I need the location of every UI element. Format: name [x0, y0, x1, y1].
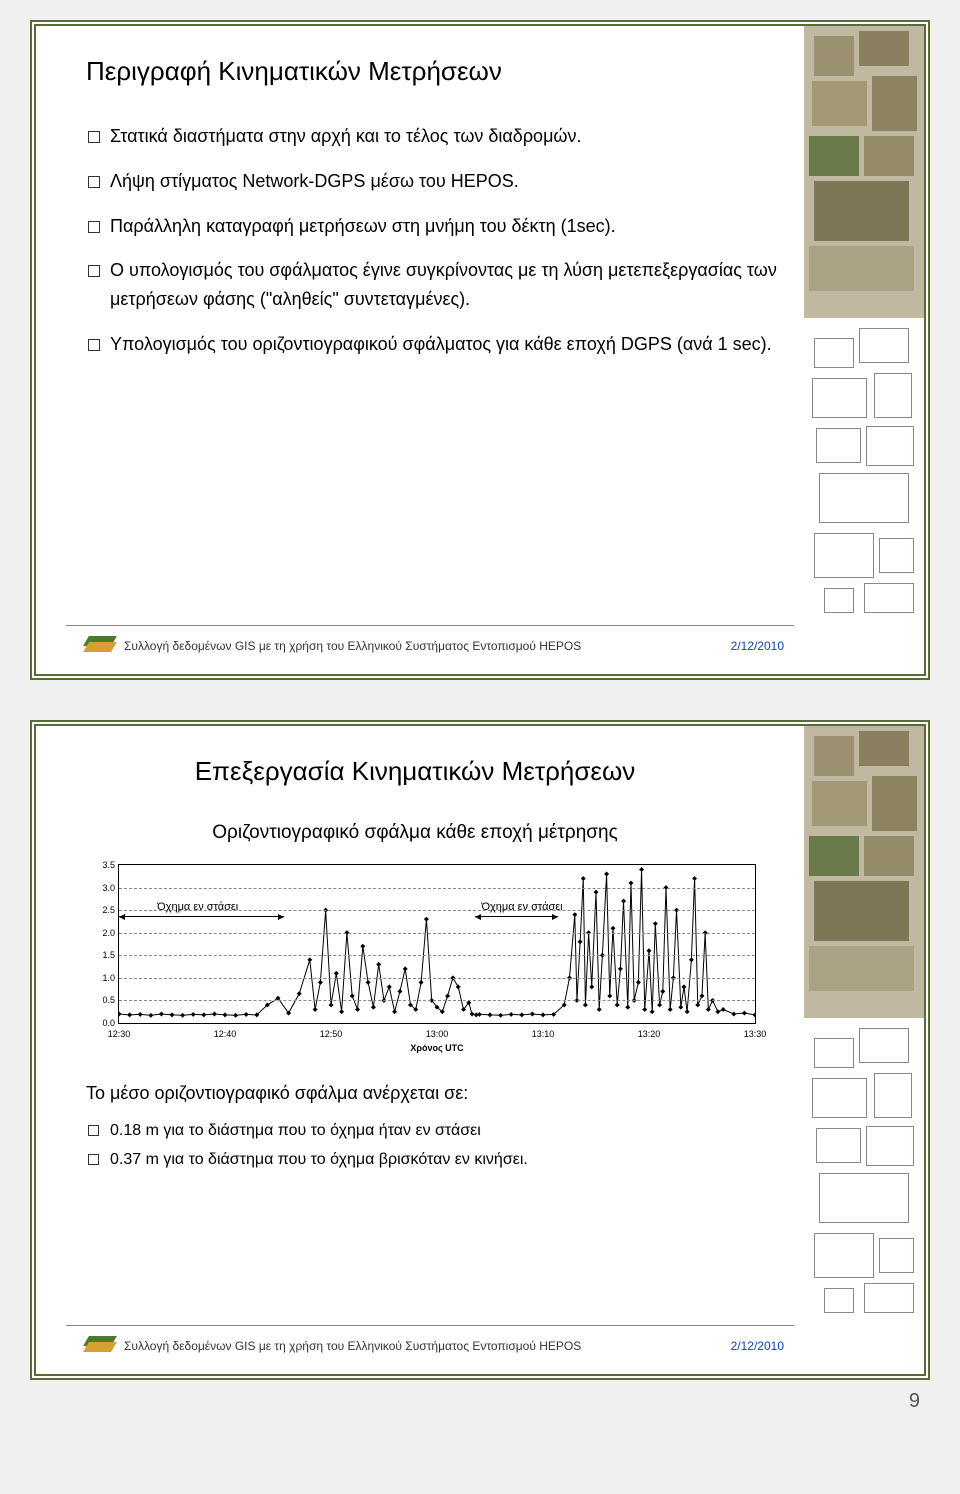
slide1-bullet-list: Στατικά διαστήματα στην αρχή και το τέλο…	[86, 122, 784, 359]
result-item: 0.18 m για το διάστημα που το όχημα ήταν…	[86, 1118, 784, 1144]
chart-ytick: 3.0	[89, 883, 115, 893]
chart-ytick: 3.5	[89, 860, 115, 870]
logo-icon	[86, 1336, 114, 1356]
sidebar-cadastral-map	[804, 318, 924, 674]
chart-annotation: Όχημα εν στάσει	[482, 901, 563, 913]
footer-text: Συλλογή δεδομένων GIS με τη χρήση του Ελ…	[124, 1339, 721, 1353]
chart-svg	[119, 865, 755, 1023]
chart-ytick: 2.0	[89, 928, 115, 938]
chart-xtick: 13:30	[744, 1029, 767, 1039]
chart-annotation-arrow	[475, 916, 558, 917]
chart-xtick: 12:50	[320, 1029, 343, 1039]
footer-text: Συλλογή δεδομένων GIS με τη χρήση του Ελ…	[124, 639, 721, 653]
slide-footer: Συλλογή δεδομένων GIS με τη χρήση του Ελ…	[86, 1336, 784, 1356]
results-block: Το μέσο οριζοντιογραφικό σφάλμα ανέρχετα…	[86, 1079, 784, 1173]
chart-xlabel: Χρόνος UTC	[410, 1043, 463, 1053]
slide2-title: Επεξεργασία Κινηματικών Μετρήσεων	[46, 756, 784, 787]
chart-ytick: 2.5	[89, 905, 115, 915]
slide-2: Επεξεργασία Κινηματικών Μετρήσεων Οριζον…	[30, 720, 930, 1380]
chart-xtick: 13:10	[532, 1029, 555, 1039]
footer-date: 2/12/2010	[731, 1339, 784, 1353]
footer-divider	[66, 1325, 794, 1326]
slide-footer: Συλλογή δεδομένων GIS με τη χρήση του Ελ…	[86, 636, 784, 656]
results-list: 0.18 m για το διάστημα που το όχημα ήταν…	[86, 1118, 784, 1173]
bullet-item: Υπολογισμός του οριζοντιογραφικού σφάλμα…	[86, 330, 784, 359]
page-number: 9	[30, 1390, 930, 1413]
slide2-subtitle: Οριζοντιογραφικό σφάλμα κάθε εποχή μέτρη…	[46, 822, 784, 844]
chart-plot-area: Χρόνος UTC 0.00.51.01.52.02.53.03.512:30…	[118, 864, 756, 1024]
result-item: 0.37 m για το διάστημα που το όχημα βρισ…	[86, 1147, 784, 1173]
chart-xtick: 13:00	[426, 1029, 449, 1039]
slide-1: Περιγραφή Κινηματικών Μετρήσεων Στατικά …	[30, 20, 930, 680]
chart-xtick: 12:40	[214, 1029, 237, 1039]
chart-xtick: 12:30	[108, 1029, 131, 1039]
sidebar-cadastral-map	[804, 1018, 924, 1374]
results-intro: Το μέσο οριζοντιογραφικό σφάλμα ανέρχετα…	[86, 1079, 784, 1108]
logo-icon	[86, 636, 114, 656]
chart-annotation: Όχημα εν στάσει	[157, 901, 238, 913]
chart-ytick: 1.0	[89, 973, 115, 983]
bullet-item: Παράλληλη καταγραφή μετρήσεων στη μνήμη …	[86, 212, 784, 241]
footer-divider	[66, 625, 794, 626]
error-chart: Οριζοντιογραφικό Σφάλμα (m) Χρόνος UTC 0…	[76, 864, 756, 1054]
chart-ytick: 0.5	[89, 995, 115, 1005]
chart-ytick: 0.0	[89, 1018, 115, 1028]
bullet-item: Ο υπολογισμός του σφάλματος έγινε συγκρί…	[86, 256, 784, 314]
chart-xtick: 13:20	[638, 1029, 661, 1039]
bullet-item: Λήψη στίγματος Network-DGPS μέσω του HEP…	[86, 167, 784, 196]
footer-date: 2/12/2010	[731, 639, 784, 653]
bullet-item: Στατικά διαστήματα στην αρχή και το τέλο…	[86, 122, 784, 151]
slide1-title: Περιγραφή Κινηματικών Μετρήσεων	[86, 56, 784, 87]
chart-annotation-arrow	[119, 916, 284, 917]
chart-ytick: 1.5	[89, 950, 115, 960]
